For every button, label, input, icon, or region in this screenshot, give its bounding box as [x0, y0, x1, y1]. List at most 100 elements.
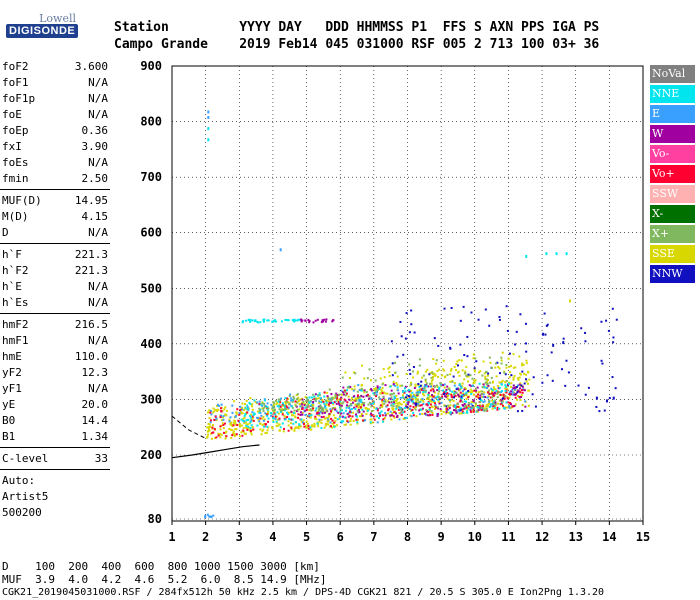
echo-point	[324, 406, 327, 409]
echo-point	[391, 393, 394, 396]
echo-point	[204, 514, 207, 517]
echo-point	[467, 391, 470, 394]
echo-point	[392, 381, 395, 384]
echo-point	[357, 406, 360, 409]
echo-point	[478, 407, 481, 410]
echo-point	[251, 411, 254, 414]
echo-point	[326, 395, 329, 398]
echo-point	[485, 378, 488, 381]
echo-point	[484, 377, 487, 380]
echo-point	[314, 319, 317, 322]
echo-point	[234, 415, 237, 418]
echo-point	[246, 423, 249, 426]
echo-point	[401, 396, 404, 399]
echo-point	[470, 385, 473, 388]
echo-point	[281, 413, 284, 416]
echo-point	[270, 414, 273, 417]
echo-point	[328, 388, 331, 391]
echo-point	[207, 127, 210, 131]
echo-point	[291, 418, 294, 421]
echo-point	[484, 396, 487, 399]
echo-point	[316, 318, 319, 321]
echo-point	[206, 426, 209, 429]
echo-point	[447, 394, 450, 397]
echo-point	[598, 410, 601, 413]
echo-point	[408, 368, 411, 371]
param-row: foEs N/A	[2, 156, 108, 172]
echo-point	[284, 403, 287, 406]
echo-point	[492, 402, 495, 405]
echo-point	[508, 391, 511, 394]
echo-point	[249, 431, 252, 434]
param-label: foF1p	[2, 92, 36, 105]
echo-point	[492, 386, 495, 389]
echo-point	[283, 407, 286, 410]
echo-point	[432, 373, 435, 376]
echo-point	[595, 396, 598, 400]
echo-point	[434, 402, 437, 405]
echo-point	[244, 413, 247, 416]
echo-point	[219, 425, 222, 428]
echo-point	[313, 398, 316, 401]
echo-point	[311, 403, 314, 406]
echo-point	[352, 371, 355, 374]
echo-point	[376, 415, 379, 418]
echo-point	[449, 411, 452, 414]
echo-point	[389, 385, 392, 388]
echo-point	[286, 416, 289, 419]
echo-point	[324, 320, 327, 323]
echo-point	[382, 396, 385, 399]
echo-point	[438, 398, 441, 401]
echo-point	[315, 407, 318, 410]
echo-point	[429, 389, 432, 392]
echo-point	[220, 419, 223, 422]
echo-point	[434, 404, 437, 407]
echo-point	[392, 398, 395, 401]
echo-point	[330, 399, 333, 402]
echo-point	[401, 411, 404, 414]
echo-point	[615, 318, 618, 321]
echo-point	[501, 400, 504, 403]
echo-point	[503, 397, 506, 400]
echo-point	[241, 434, 244, 437]
echo-point	[498, 399, 501, 402]
echo-point	[449, 412, 452, 415]
echo-point	[414, 408, 417, 411]
echo-point	[391, 407, 394, 410]
echo-point	[249, 427, 252, 430]
echo-point	[248, 414, 251, 417]
echo-point	[496, 402, 499, 405]
echo-point	[248, 429, 251, 432]
echo-point	[358, 395, 361, 398]
echo-point	[222, 416, 225, 419]
echo-point	[418, 413, 421, 416]
echo-point	[320, 406, 323, 409]
echo-point	[407, 401, 410, 404]
echo-point	[404, 416, 407, 419]
echo-point	[398, 401, 401, 404]
echo-point	[320, 427, 323, 430]
echo-point	[220, 410, 223, 413]
echo-point	[276, 424, 279, 427]
echo-point	[212, 514, 215, 517]
echo-point	[259, 408, 262, 411]
echo-point	[350, 402, 353, 405]
echo-point	[240, 412, 243, 415]
echo-point	[432, 390, 435, 393]
echo-point	[424, 390, 427, 393]
echo-point	[462, 411, 465, 414]
echo-point	[339, 406, 342, 409]
echo-point	[296, 319, 299, 322]
echo-point	[272, 320, 275, 323]
echo-point	[310, 428, 313, 431]
x-tick-label: 6	[337, 530, 344, 544]
echo-point	[396, 383, 399, 386]
echo-point	[343, 423, 346, 426]
echo-point	[442, 390, 445, 393]
echo-point	[348, 404, 351, 407]
echo-point	[334, 420, 337, 423]
y-tick-label: 200	[140, 448, 162, 462]
echo-point	[287, 429, 290, 432]
echo-point	[425, 403, 428, 406]
echo-point	[442, 368, 445, 371]
